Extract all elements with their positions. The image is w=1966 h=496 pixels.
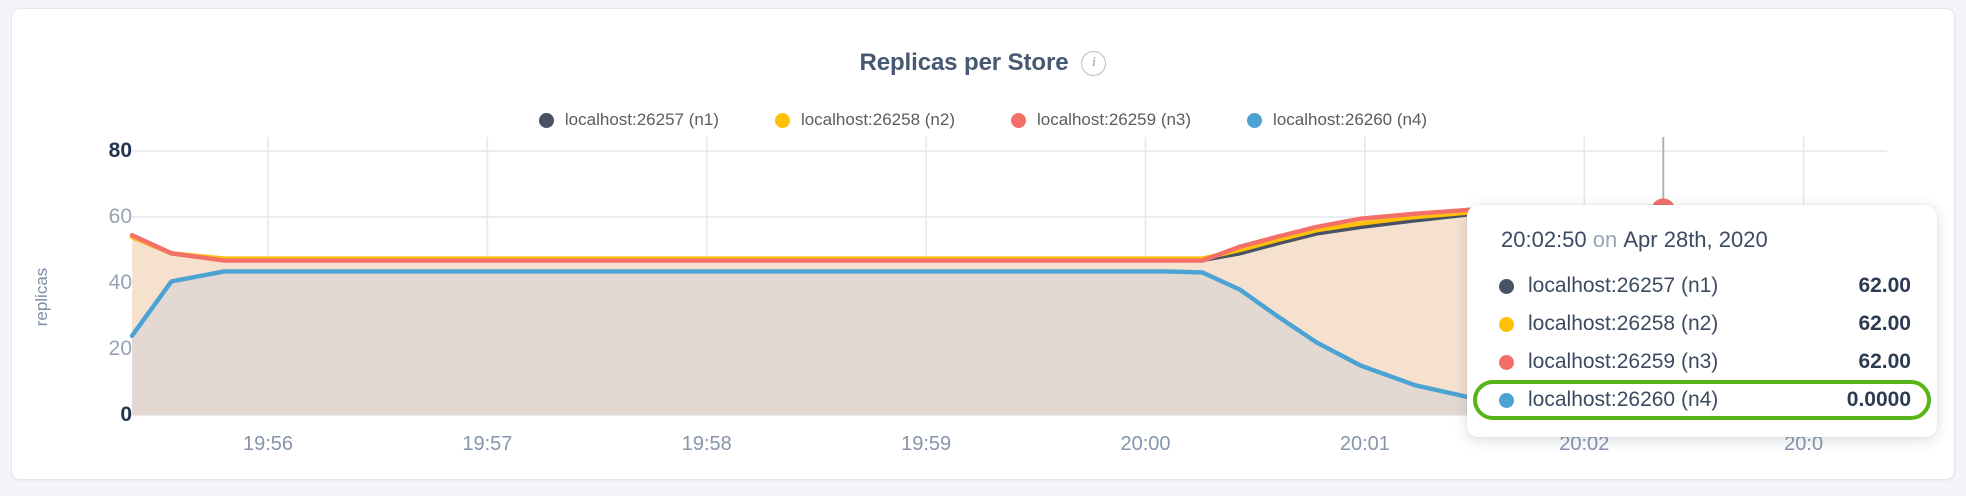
tooltip-series-dot-icon — [1499, 278, 1514, 294]
tooltip-series-dot-icon — [1499, 392, 1514, 408]
x-tick-label: 20:01 — [1339, 433, 1390, 455]
tooltip-series-dot-icon — [1499, 354, 1514, 370]
legend-item-label: localhost:26257 (n1) — [564, 110, 719, 129]
y-tick-label: 20 — [108, 337, 132, 360]
y-tick-label: 40 — [108, 271, 132, 294]
y-tick-label: 80 — [108, 139, 132, 162]
x-tick-label: 19:59 — [901, 433, 952, 455]
x-axis-ticks: 19:56 19:57 19:58 19:59 20:00 20:01 20:02 20:0 — [12, 433, 1956, 463]
legend-item-n2[interactable]: localhost:26258 (n2) — [774, 110, 955, 130]
area-fill-lower — [132, 271, 1844, 415]
tooltip-series-label: localhost:26260 (n4) — [1528, 388, 1719, 411]
x-tick-label: 19:58 — [681, 433, 732, 455]
x-tick-label: 20:00 — [1120, 433, 1171, 455]
legend-item-label: localhost:26260 (n4) — [1273, 110, 1428, 129]
legend-swatch-icon — [774, 112, 790, 128]
legend-swatch-icon — [1011, 112, 1026, 128]
legend-item-n3[interactable]: localhost:26259 (n3) — [1011, 110, 1191, 130]
tooltip-row: localhost:26259 (n3) 62.00 — [1467, 343, 1937, 381]
legend-swatch-icon — [1247, 112, 1263, 128]
tooltip-row: localhost:26260 (n4) 0.0000 — [1467, 380, 1937, 420]
chart-card: Replicas per Store i localhost:26257 (n1… — [11, 8, 1955, 480]
tooltip-rows: localhost:26257 (n1) 62.00 localhost:26258… — [1467, 267, 1937, 420]
x-tick-label: 20:0 — [1784, 433, 1824, 455]
y-tick-label: 60 — [108, 205, 132, 228]
x-tick-label: 20:02 — [1559, 433, 1610, 455]
tooltip-series-value: 62.00 — [1858, 274, 1911, 297]
tooltip-date: Apr 28th, 2020 — [1623, 227, 1768, 252]
x-tick-label: 19:56 — [242, 433, 294, 455]
chart-tooltip: 20:02:50 on Apr 28th, 2020 localhost:262… — [1467, 205, 1937, 437]
tooltip-series-value: 0.0000 — [1846, 388, 1911, 411]
chart-header: Replicas per Store i — [12, 49, 1954, 77]
y-tick-label: 0 — [120, 403, 132, 426]
tooltip-series-label: localhost:26258 (n2) — [1528, 312, 1719, 335]
tooltip-series-label: localhost:26259 (n3) — [1528, 350, 1719, 373]
page-title: Replicas per Store — [859, 49, 1069, 76]
tooltip-on-word: on — [1592, 227, 1618, 252]
legend-item-n4[interactable]: localhost:26260 (n4) — [1247, 110, 1427, 130]
legend-item-label: localhost:26259 (n3) — [1037, 110, 1192, 129]
tooltip-row: localhost:26258 (n2) 62.00 — [1467, 305, 1937, 343]
y-axis-ticks: 0 20 40 60 80 — [62, 137, 132, 467]
tooltip-series-dot-icon — [1499, 316, 1514, 332]
tooltip-row: localhost:26257 (n1) 62.00 — [1467, 267, 1937, 305]
x-tick-label: 19:57 — [462, 433, 513, 455]
tooltip-series-label: localhost:26257 (n1) — [1528, 274, 1719, 297]
info-icon[interactable]: i — [1081, 50, 1107, 76]
chart-legend: localhost:26257 (n1) localhost:26258 (n2)… — [12, 110, 1954, 130]
legend-item-n1[interactable]: localhost:26257 (n1) — [538, 110, 719, 130]
tooltip-time: 20:02:50 — [1501, 227, 1587, 252]
tooltip-series-value: 62.00 — [1858, 350, 1911, 373]
legend-item-label: localhost:26258 (n2) — [800, 110, 955, 129]
legend-swatch-icon — [538, 112, 554, 128]
tooltip-series-value: 62.00 — [1858, 312, 1911, 335]
tooltip-timestamp: 20:02:50 on Apr 28th, 2020 — [1467, 227, 1937, 267]
